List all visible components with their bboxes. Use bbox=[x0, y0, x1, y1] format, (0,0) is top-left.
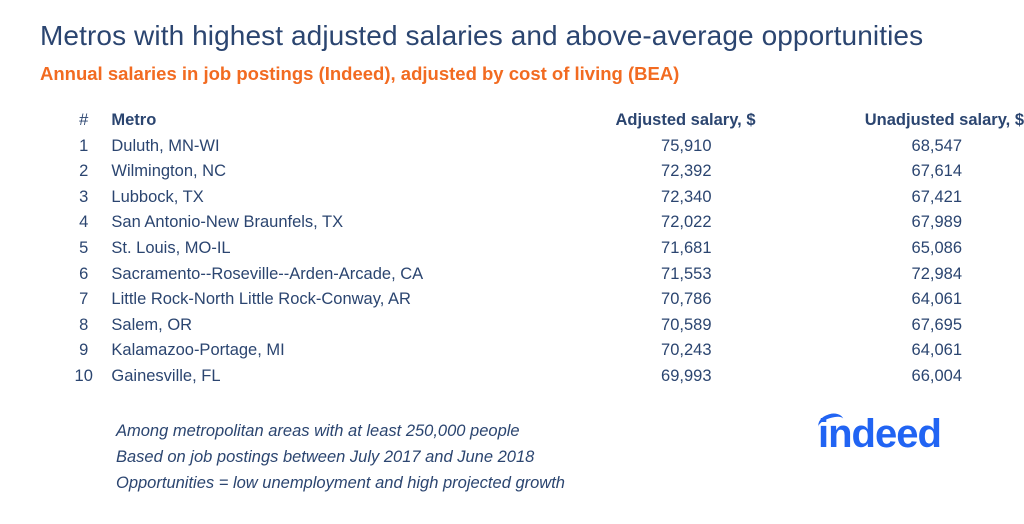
unadjusted-salary-cell: 72,984 bbox=[911, 264, 962, 283]
chart-title: Metros with highest adjusted salaries an… bbox=[40, 20, 924, 51]
metro-cell: Duluth, MN-WI bbox=[111, 136, 220, 155]
table-row: 4 San Antonio-New Braunfels, TX 72,022 67,9… bbox=[56, 210, 1024, 236]
unadjusted-salary-cell: 67,614 bbox=[911, 162, 962, 181]
unadjusted-salary-cell: 66,004 bbox=[911, 366, 962, 385]
unadjusted-salary-cell: 67,989 bbox=[911, 213, 962, 232]
footnote: Opportunities = low unemployment and hig… bbox=[116, 474, 565, 492]
footnote: Among metropolitan areas with at least 2… bbox=[116, 422, 520, 440]
rank-cell: 8 bbox=[79, 315, 89, 334]
unadjusted-salary-cell: 67,695 bbox=[911, 315, 962, 334]
metro-cell: Lubbock, TX bbox=[111, 187, 204, 206]
footnotes: Among metropolitan areas with at least 2… bbox=[116, 418, 565, 496]
rank-cell: 10 bbox=[74, 366, 93, 385]
table-row: 3 Lubbock, TX 72,340 67,421 bbox=[56, 185, 1024, 211]
rank-cell: 2 bbox=[79, 162, 89, 181]
header-metro: Metro bbox=[111, 111, 157, 129]
adjusted-salary-cell: 71,553 bbox=[661, 264, 712, 283]
adjusted-salary-cell: 72,022 bbox=[661, 213, 712, 232]
table-row: 8 Salem, OR 70,589 67,695 bbox=[56, 313, 1024, 339]
adjusted-salary-cell: 70,589 bbox=[661, 315, 712, 334]
table-row: 5 St. Louis, MO-IL 71,681 65,086 bbox=[56, 236, 1024, 262]
rank-cell: 9 bbox=[79, 341, 89, 360]
table-row: 6 Sacramento--Roseville--Arden-Arcade, CA… bbox=[56, 262, 1024, 288]
rank-cell: 3 bbox=[79, 187, 89, 206]
adjusted-salary-cell: 72,340 bbox=[661, 187, 712, 206]
rank-cell: 5 bbox=[79, 238, 89, 257]
unadjusted-salary-cell: 64,061 bbox=[911, 341, 962, 360]
metro-cell: Little Rock-North Little Rock-Conway, AR bbox=[111, 290, 411, 309]
header-unadjusted-salary: Unadjusted salary, $ bbox=[864, 111, 1024, 129]
unadjusted-salary-cell: 64,061 bbox=[911, 290, 962, 309]
metro-cell: Wilmington, NC bbox=[111, 162, 226, 181]
unadjusted-salary-cell: 67,421 bbox=[911, 187, 962, 206]
salary-table: # Metro Adjusted salary, $ Unadjusted sa… bbox=[56, 108, 1024, 390]
metro-cell: Gainesville, FL bbox=[111, 366, 221, 385]
unadjusted-salary-cell: 65,086 bbox=[911, 238, 962, 257]
footnote: Based on job postings between July 2017 … bbox=[116, 448, 535, 466]
adjusted-salary-cell: 70,786 bbox=[661, 290, 712, 309]
header-adjusted-salary: Adjusted salary, $ bbox=[615, 111, 756, 129]
table-header-row: # Metro Adjusted salary, $ Unadjusted sa… bbox=[56, 108, 1024, 134]
rank-cell: 4 bbox=[79, 213, 89, 232]
adjusted-salary-cell: 75,910 bbox=[661, 136, 712, 155]
metro-cell: Salem, OR bbox=[111, 315, 193, 334]
logo-text: indeed bbox=[818, 412, 942, 456]
indeed-logo: indeed bbox=[815, 410, 942, 457]
rank-cell: 6 bbox=[79, 264, 89, 283]
table-row: 9 Kalamazoo-Portage, MI 70,243 64,061 bbox=[56, 338, 1024, 364]
metro-cell: St. Louis, MO-IL bbox=[111, 238, 231, 257]
table-row: 2 Wilmington, NC 72,392 67,614 bbox=[56, 159, 1024, 185]
table-row: 10 Gainesville, FL 69,993 66,004 bbox=[56, 364, 1024, 390]
metro-cell: Sacramento--Roseville--Arden-Arcade, CA bbox=[111, 264, 424, 283]
adjusted-salary-cell: 71,681 bbox=[661, 238, 712, 257]
rank-cell: 1 bbox=[79, 136, 89, 155]
adjusted-salary-cell: 72,392 bbox=[661, 162, 712, 181]
chart-subtitle: Annual salaries in job postings (Indeed)… bbox=[40, 63, 680, 84]
table-row: 7 Little Rock-North Little Rock-Conway, A… bbox=[56, 287, 1024, 313]
metro-cell: Kalamazoo-Portage, MI bbox=[111, 341, 285, 360]
rank-cell: 7 bbox=[79, 290, 89, 309]
adjusted-salary-cell: 70,243 bbox=[661, 341, 712, 360]
adjusted-salary-cell: 69,993 bbox=[661, 366, 712, 385]
header-rank: # bbox=[79, 111, 89, 129]
table-row: 1 Duluth, MN-WI 75,910 68,547 bbox=[56, 134, 1024, 160]
metro-cell: San Antonio-New Braunfels, TX bbox=[111, 213, 344, 232]
unadjusted-salary-cell: 68,547 bbox=[911, 136, 962, 155]
